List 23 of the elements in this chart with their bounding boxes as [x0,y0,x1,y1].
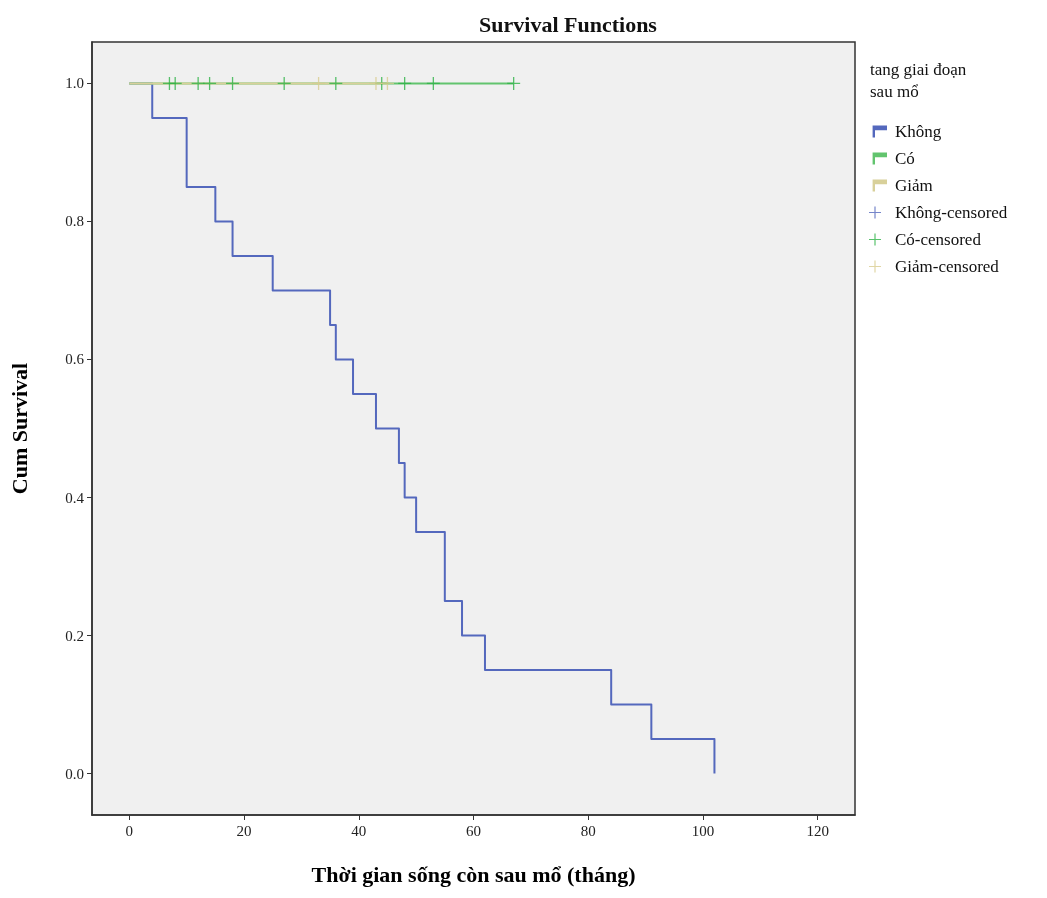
legend-label: Có [895,149,915,168]
legend-label: Có-censored [895,230,982,249]
x-tick-label: 120 [806,822,829,839]
legend-label: Giảm [895,176,933,195]
legend-label: Không [895,122,942,141]
y-tick-label: 0.2 [65,627,84,644]
y-tick-label: 1.0 [65,75,84,92]
chart-title: Survival Functions [479,11,658,37]
x-tick-label: 80 [580,822,596,839]
y-tick-label: 0.4 [65,489,85,506]
x-tick-label: 60 [466,822,481,839]
x-tick-label: 100 [691,822,715,839]
x-tick-label: 40 [351,822,367,839]
y-axis-title: Cum Survival [6,362,32,495]
y-tick-label: 0.8 [65,213,84,230]
x-axis-title: Thời gian sống còn sau mổ (tháng) [311,861,636,887]
y-tick-label: 0.0 [65,765,84,782]
x-tick-label: 20 [236,822,252,839]
x-tick-label: 0 [125,822,134,839]
legend-title: tang giai đoạn sau mổ [870,59,971,101]
legend-label: Không-censored [895,203,1008,222]
y-tick-label: 0.6 [65,351,85,368]
legend-label: Giảm-censored [895,257,1000,276]
